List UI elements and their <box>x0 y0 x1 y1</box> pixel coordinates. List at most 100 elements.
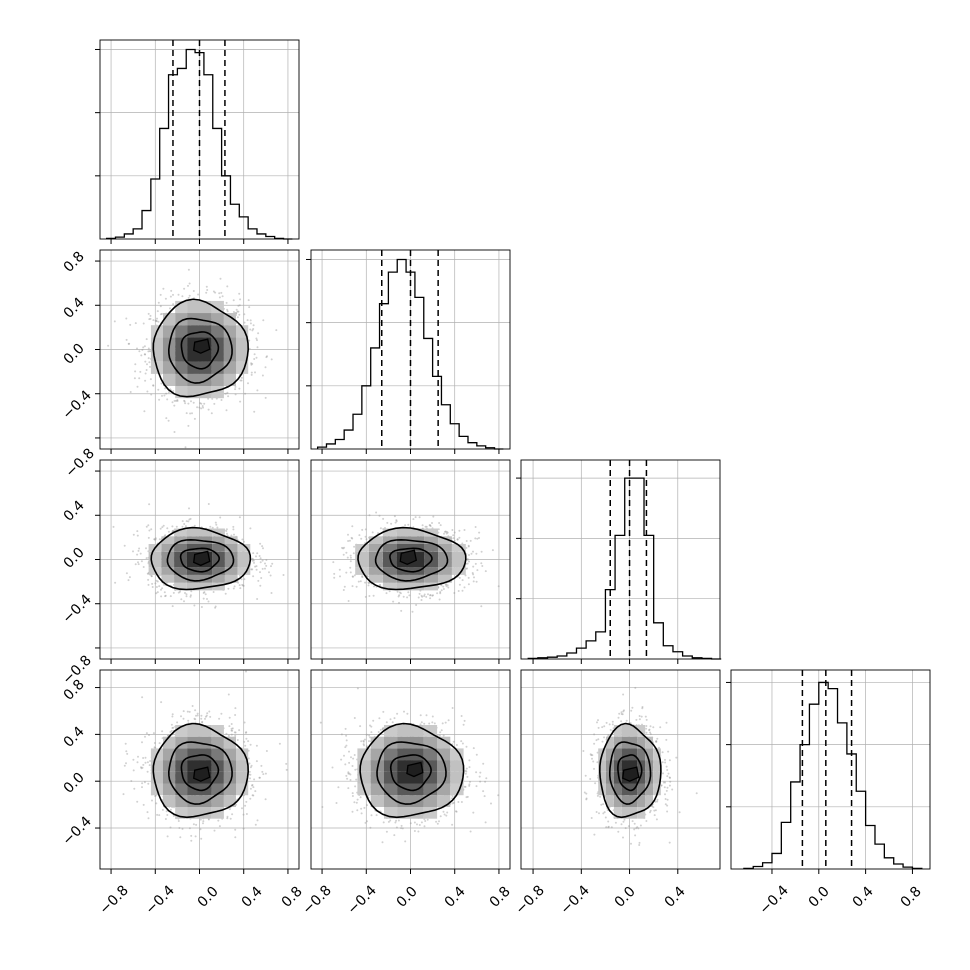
sample-point <box>161 526 164 529</box>
sample-point <box>144 353 147 356</box>
sample-point <box>468 560 470 563</box>
sample-point <box>155 319 158 322</box>
sample-point <box>238 584 241 587</box>
sample-point <box>133 377 136 380</box>
sample-point <box>137 561 139 564</box>
sample-point <box>192 290 195 292</box>
sample-point <box>382 517 385 520</box>
sample-point <box>232 528 235 531</box>
histogram-param-2 <box>306 249 511 454</box>
density-cell <box>175 373 188 386</box>
sample-point <box>203 591 206 594</box>
sample-point <box>159 527 162 530</box>
sample-point <box>251 362 254 365</box>
sample-point <box>185 412 188 415</box>
density-cell <box>369 567 383 575</box>
sample-point <box>251 557 254 560</box>
sample-point <box>187 296 190 299</box>
sample-point <box>357 580 360 583</box>
sample-point <box>155 320 158 323</box>
sample-point <box>198 406 201 409</box>
sample-point <box>461 589 464 592</box>
sample-point <box>235 308 238 311</box>
sample-point <box>453 531 456 534</box>
density-cell <box>163 373 176 386</box>
sample-point <box>202 820 205 823</box>
sample-point <box>190 590 193 593</box>
sample-point <box>218 292 221 295</box>
sample-point <box>415 604 418 606</box>
density-cell <box>187 373 200 386</box>
sample-point <box>248 339 251 342</box>
sample-point <box>113 320 116 323</box>
sample-point <box>241 538 244 541</box>
sample-point <box>271 562 274 565</box>
sample-point <box>145 525 148 528</box>
sample-point <box>214 606 217 609</box>
sample-point <box>149 378 152 381</box>
sample-point <box>151 586 154 588</box>
sample-point <box>152 384 155 387</box>
sample-point <box>197 293 200 296</box>
sample-point <box>156 310 159 313</box>
sample-point <box>171 401 174 404</box>
sample-point <box>139 552 142 555</box>
sample-point <box>184 402 187 405</box>
sample-point <box>187 520 190 523</box>
sample-point <box>129 391 132 393</box>
sample-point <box>136 347 138 350</box>
sample-point <box>364 528 367 531</box>
sample-point <box>233 533 235 536</box>
sample-point <box>396 590 399 593</box>
sample-point <box>236 310 239 313</box>
sample-point <box>250 373 253 376</box>
sample-point <box>368 514 371 517</box>
sample-point <box>212 591 215 593</box>
sample-point <box>253 410 256 413</box>
sample-point <box>158 398 161 401</box>
sample-point <box>250 363 253 366</box>
sample-point <box>181 295 184 298</box>
sample-point <box>252 552 255 555</box>
sample-point <box>203 402 206 405</box>
sample-point <box>134 363 137 366</box>
density-cell <box>161 567 175 575</box>
sample-point <box>242 827 245 830</box>
sample-point <box>147 312 150 315</box>
sample-point <box>466 558 469 561</box>
sample-point <box>127 342 130 345</box>
sample-point <box>353 545 356 548</box>
sample-point <box>473 576 475 579</box>
sample-point <box>193 524 196 527</box>
sample-point <box>249 319 252 322</box>
sample-point <box>146 390 149 393</box>
sample-point <box>189 412 192 415</box>
sample-point <box>465 540 468 542</box>
sample-point <box>238 387 241 390</box>
sample-point <box>420 594 423 597</box>
sample-point <box>145 557 148 560</box>
sample-point <box>137 549 140 552</box>
sample-point <box>163 394 166 397</box>
sample-point <box>151 582 154 585</box>
sample-point <box>249 328 252 331</box>
sample-point <box>205 285 208 288</box>
sample-point <box>474 562 477 565</box>
sample-point <box>404 524 407 527</box>
sample-point <box>365 538 368 541</box>
sample-point <box>161 312 163 315</box>
sample-point <box>368 595 371 597</box>
sample-point <box>232 311 235 313</box>
contour-line <box>152 298 250 398</box>
sample-point <box>252 328 255 330</box>
sample-point <box>258 555 261 557</box>
sample-point <box>262 547 264 550</box>
sample-point <box>138 377 141 380</box>
sample-point <box>180 598 183 601</box>
sample-point <box>161 730 164 733</box>
sample-point <box>446 531 449 534</box>
sample-point <box>432 515 435 518</box>
sample-point <box>136 385 139 388</box>
sample-point <box>147 578 150 581</box>
sample-point <box>333 572 336 575</box>
